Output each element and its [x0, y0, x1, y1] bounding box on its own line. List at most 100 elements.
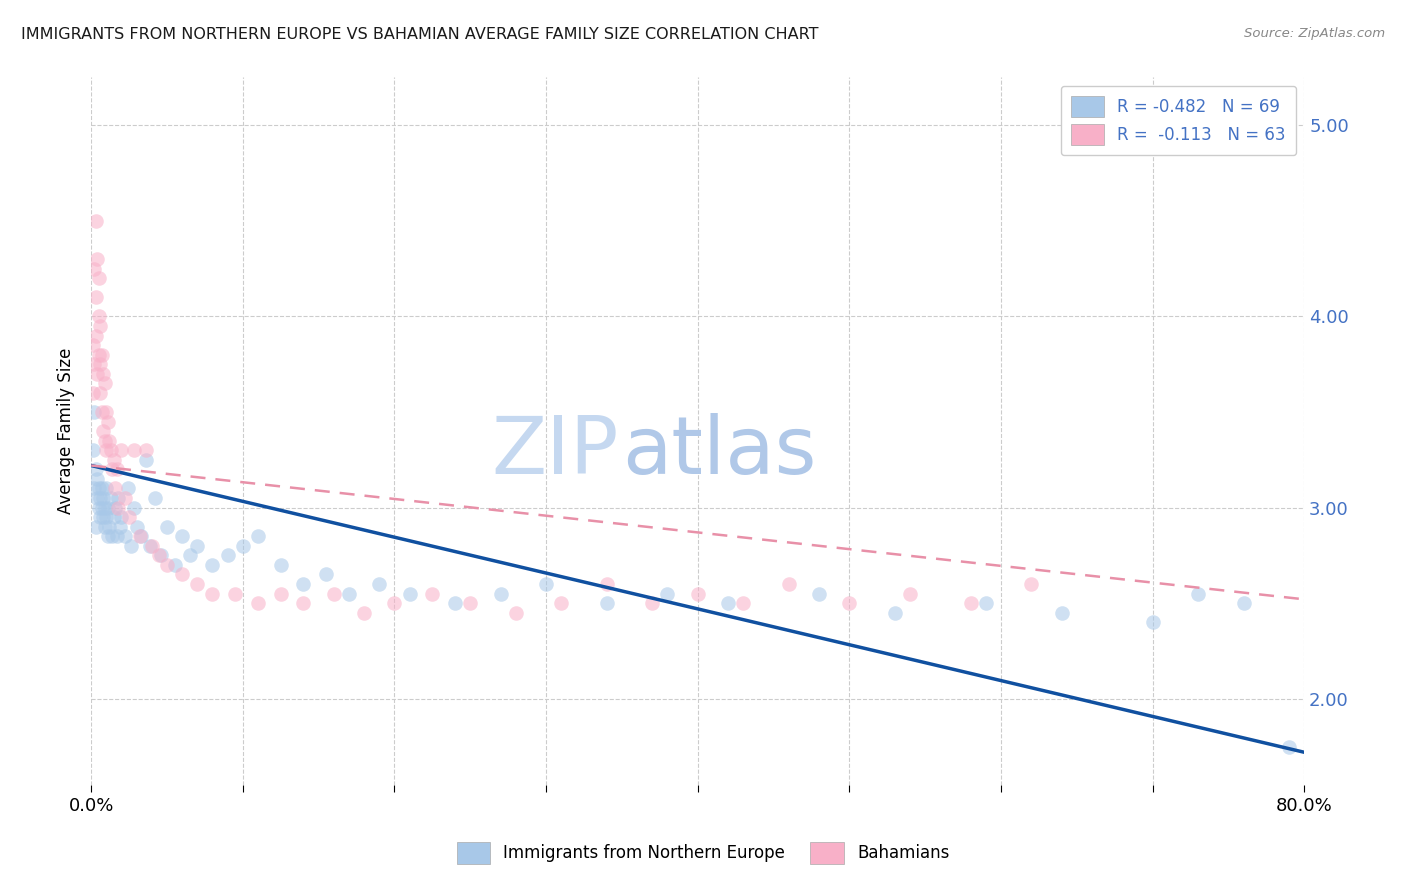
Point: [90, 482, 112, 496]
Point: [135, 452, 157, 467]
Point: [1232, 596, 1254, 610]
Point: [217, 549, 239, 563]
Point: [98, 434, 121, 448]
Point: [163, 558, 186, 572]
Point: [90, 500, 112, 515]
Point: [1050, 606, 1073, 620]
Point: [143, 491, 166, 505]
Y-axis label: Average Family Size: Average Family Size: [58, 348, 75, 515]
Point: [141, 539, 163, 553]
Point: [96, 510, 118, 524]
Point: [149, 549, 172, 563]
Point: [420, 586, 443, 600]
Point: [120, 539, 142, 553]
Point: [101, 462, 124, 476]
Point: [110, 443, 132, 458]
Point: [83, 482, 105, 496]
Point: [91, 510, 114, 524]
Point: [292, 596, 315, 610]
Point: [87, 271, 110, 285]
Point: [89, 491, 111, 505]
Point: [94, 500, 117, 515]
Point: [117, 482, 139, 496]
Point: [122, 500, 145, 515]
Point: [550, 596, 572, 610]
Text: Source: ZipAtlas.com: Source: ZipAtlas.com: [1244, 27, 1385, 40]
Point: [104, 500, 127, 515]
Point: [118, 510, 141, 524]
Point: [246, 529, 269, 543]
Point: [105, 462, 128, 476]
Point: [108, 519, 131, 533]
Point: [103, 510, 125, 524]
Point: [1278, 739, 1301, 754]
Point: [686, 586, 709, 600]
Point: [179, 549, 201, 563]
Point: [97, 500, 120, 515]
Point: [98, 519, 121, 533]
Point: [1019, 577, 1042, 591]
Point: [1187, 586, 1209, 600]
Point: [128, 529, 150, 543]
Point: [84, 290, 107, 304]
Point: [596, 577, 619, 591]
Point: [807, 586, 830, 600]
Point: [94, 519, 117, 533]
Point: [83, 405, 105, 419]
Point: [101, 529, 124, 543]
Point: [107, 491, 129, 505]
Point: [82, 443, 104, 458]
Point: [114, 529, 136, 543]
Point: [87, 310, 110, 324]
Point: [657, 586, 679, 600]
Point: [315, 567, 337, 582]
Point: [186, 577, 208, 591]
Legend: R = -0.482   N = 69, R =  -0.113   N = 63: R = -0.482 N = 69, R = -0.113 N = 63: [1060, 86, 1296, 155]
Point: [129, 529, 152, 543]
Point: [107, 500, 129, 515]
Point: [1142, 615, 1164, 630]
Point: [82, 338, 104, 352]
Point: [224, 586, 246, 600]
Point: [172, 529, 194, 543]
Point: [368, 577, 391, 591]
Point: [156, 519, 179, 533]
Point: [96, 405, 118, 419]
Point: [534, 577, 557, 591]
Point: [596, 596, 619, 610]
Point: [110, 510, 132, 524]
Point: [103, 452, 125, 467]
Point: [91, 367, 114, 381]
Point: [505, 606, 527, 620]
Point: [232, 539, 254, 553]
Point: [898, 586, 921, 600]
Point: [883, 606, 905, 620]
Point: [86, 367, 108, 381]
Point: [125, 519, 148, 533]
Point: [96, 443, 118, 458]
Point: [114, 491, 136, 505]
Point: [186, 539, 208, 553]
Point: [97, 529, 120, 543]
Point: [156, 558, 179, 572]
Point: [733, 596, 755, 610]
Point: [959, 596, 981, 610]
Point: [337, 586, 360, 600]
Point: [87, 500, 110, 515]
Point: [838, 596, 860, 610]
Point: [94, 434, 117, 448]
Text: IMMIGRANTS FROM NORTHERN EUROPE VS BAHAMIAN AVERAGE FAMILY SIZE CORRELATION CHAR: IMMIGRANTS FROM NORTHERN EUROPE VS BAHAM…: [21, 27, 818, 42]
Point: [717, 596, 740, 610]
Point: [489, 586, 512, 600]
Point: [172, 567, 194, 582]
Point: [86, 491, 108, 505]
Point: [100, 443, 122, 458]
Legend: Immigrants from Northern Europe, Bahamians: Immigrants from Northern Europe, Bahamia…: [450, 836, 956, 871]
Point: [201, 558, 224, 572]
Point: [91, 424, 114, 438]
Point: [90, 348, 112, 362]
Point: [91, 491, 114, 505]
Point: [84, 214, 107, 228]
Point: [444, 596, 467, 610]
Point: [82, 385, 104, 400]
